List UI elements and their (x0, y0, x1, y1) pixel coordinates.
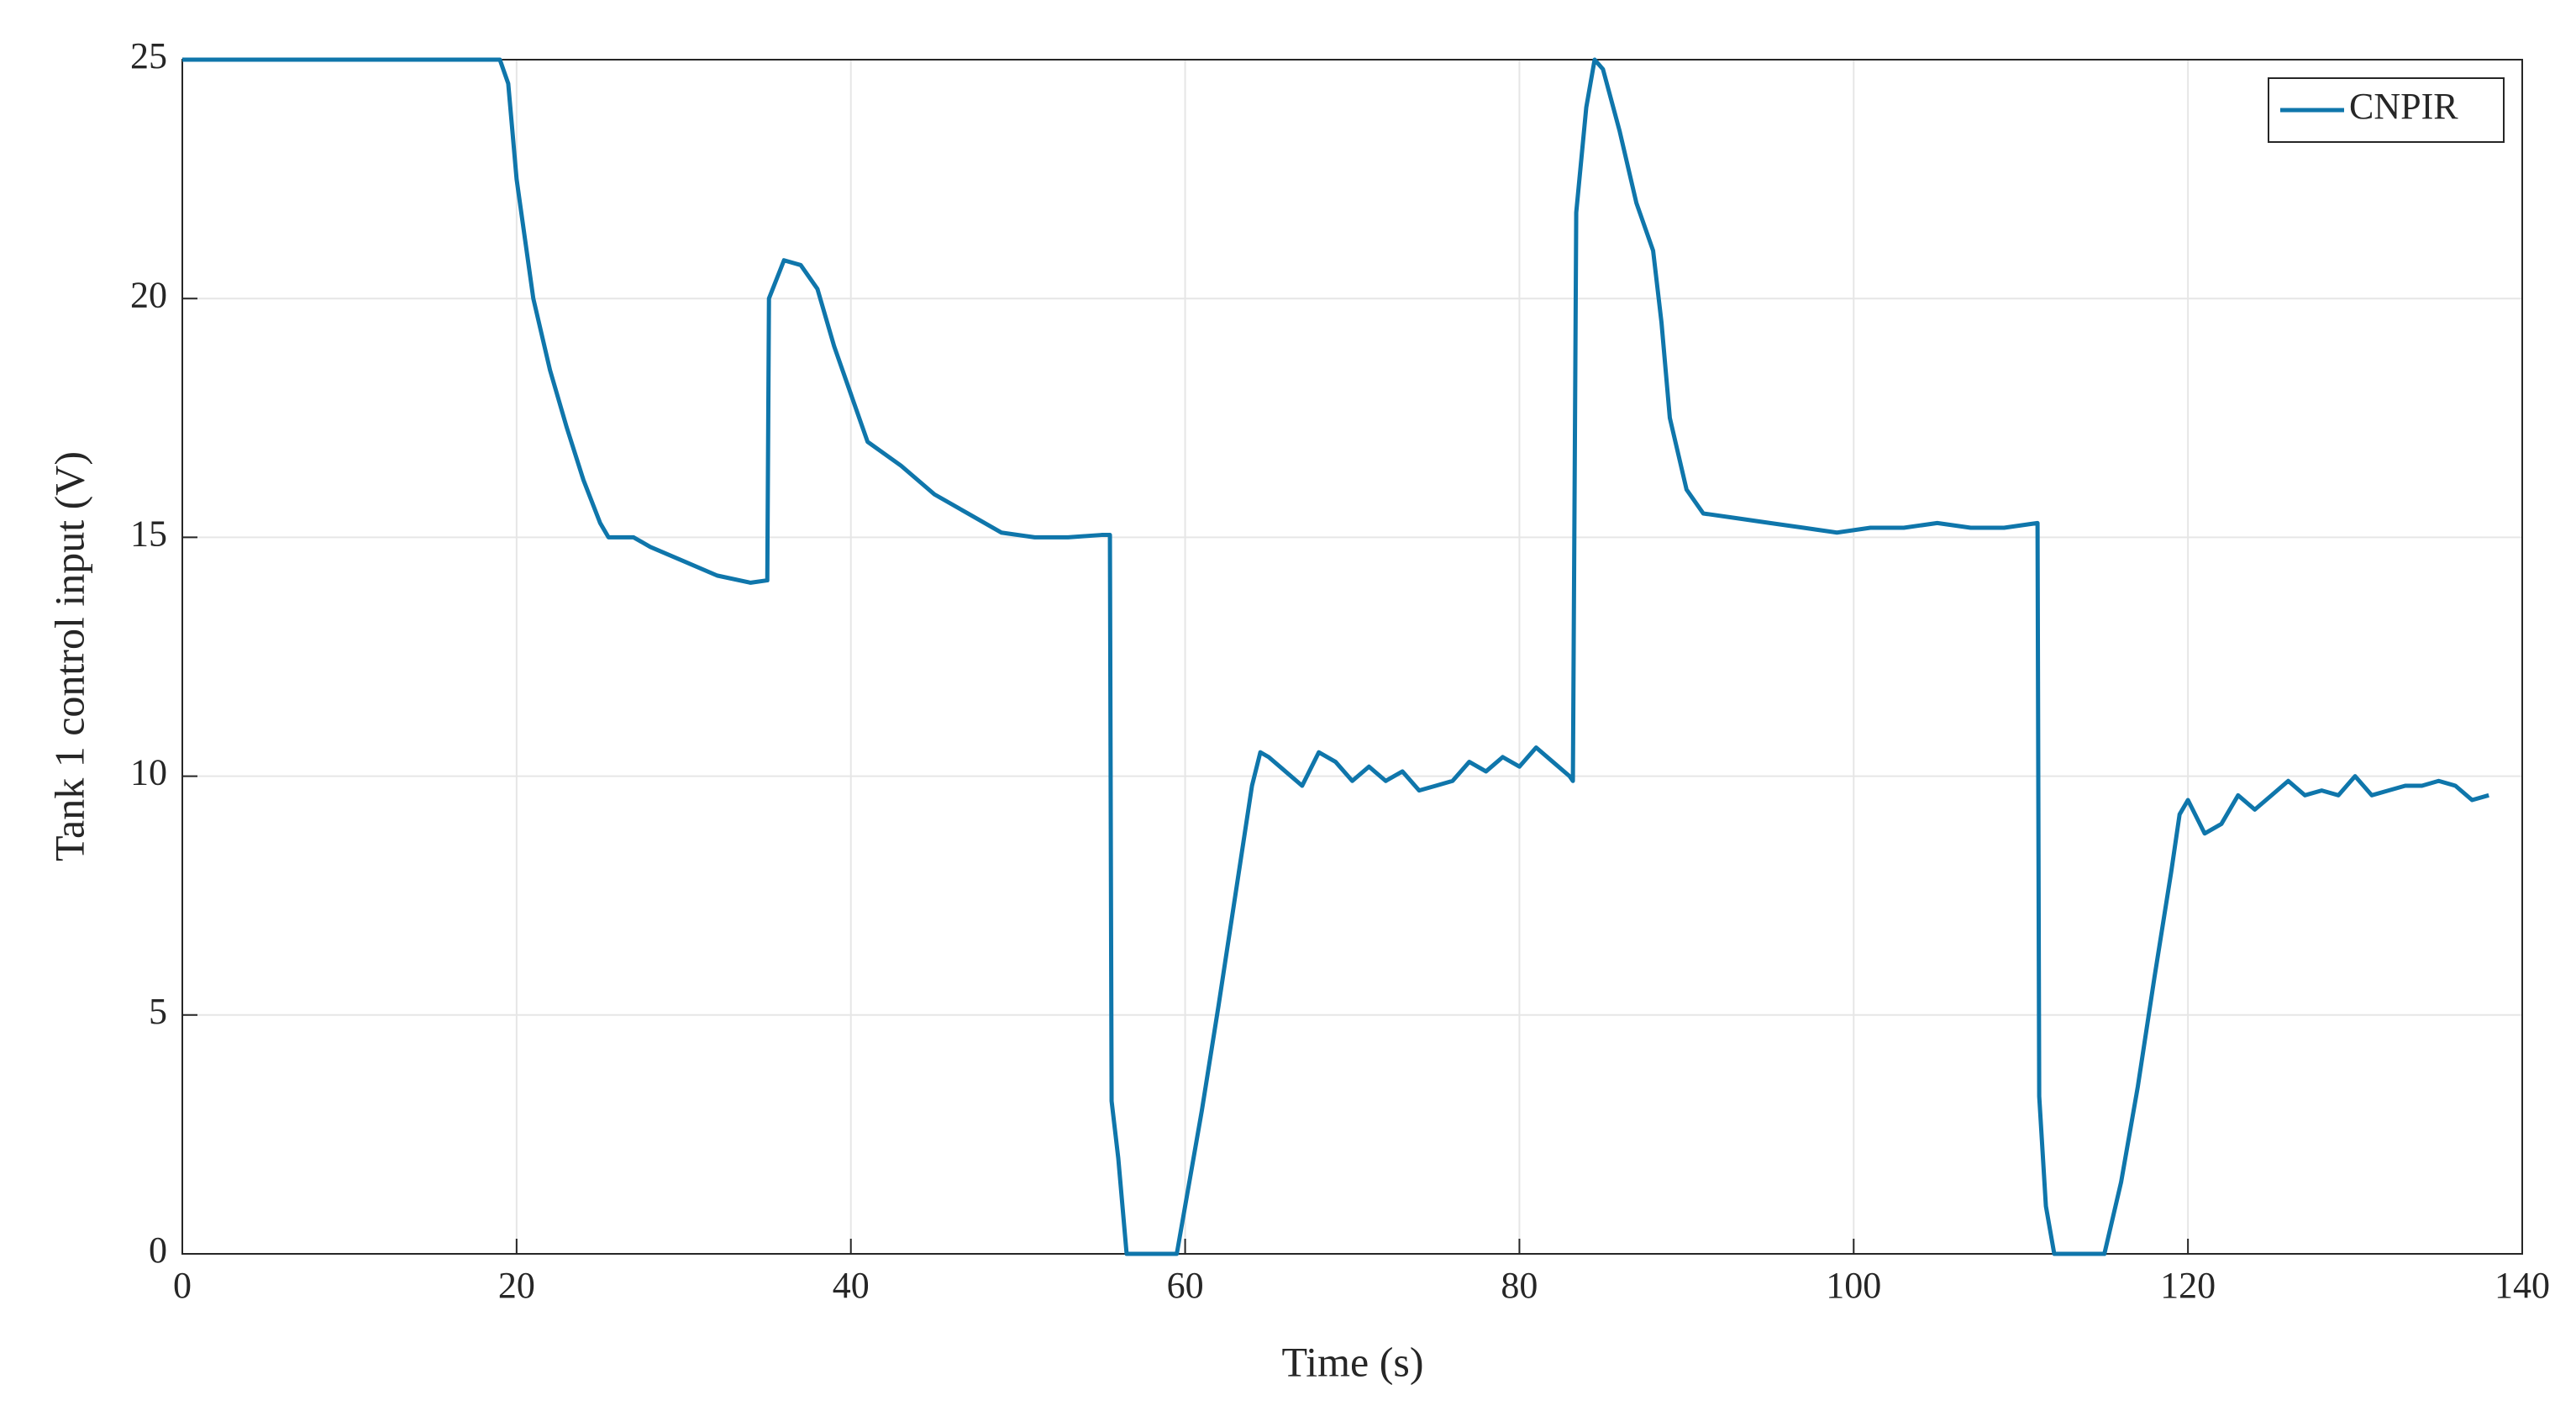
x-tick-label: 100 (1826, 1265, 1881, 1306)
legend-label: CNPIR (2349, 86, 2458, 127)
x-tick-label: 120 (2160, 1265, 2216, 1306)
plot-frame (181, 59, 2523, 1255)
y-tick-label: 25 (130, 35, 167, 76)
x-tick-label: 40 (833, 1265, 870, 1306)
x-tick-label: 140 (2495, 1265, 2550, 1306)
y-axis-label: Tank 1 control input (V) (45, 451, 92, 861)
x-tick-label: 60 (1167, 1265, 1204, 1306)
x-axis-label: Time (s) (1281, 1338, 1423, 1385)
x-tick-label: 80 (1501, 1265, 1538, 1306)
y-tick-label: 0 (149, 1229, 167, 1271)
y-tick-label: 5 (149, 991, 167, 1032)
x-tick-label: 0 (173, 1265, 192, 1306)
data-line (182, 57, 2489, 1256)
y-tick-label: 10 (130, 752, 167, 793)
y-tick-label: 15 (130, 513, 167, 554)
y-tick-label: 20 (130, 274, 167, 315)
x-tick-label: 20 (498, 1265, 535, 1306)
